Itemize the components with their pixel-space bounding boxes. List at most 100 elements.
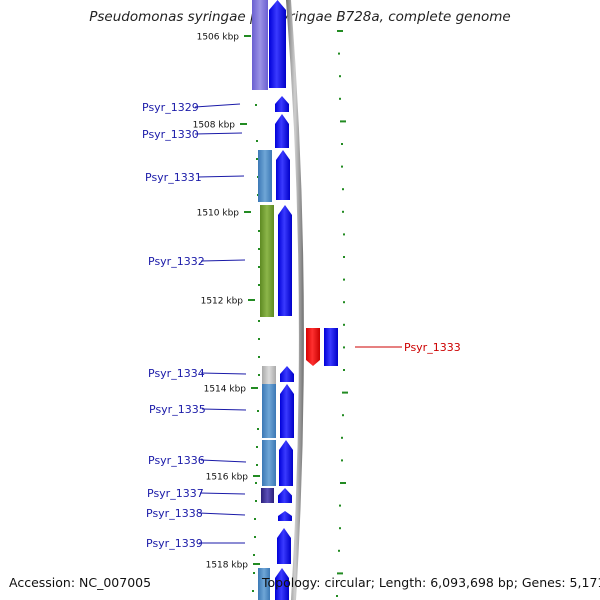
outer-minor-tick <box>339 97 341 100</box>
scale-minor-tick <box>255 104 257 106</box>
scale-minor-tick <box>258 248 260 250</box>
gene-arrow-psyr-1339[interactable] <box>277 528 291 564</box>
gene-arrow-psyr-1335[interactable] <box>280 384 294 438</box>
accession-text: Accession: NC_007005 <box>9 575 152 590</box>
map-title: Pseudomonas syringae pv. syringae B728a,… <box>89 9 511 25</box>
scale-minor-tick <box>254 518 256 520</box>
outer-minor-tick <box>342 210 344 213</box>
scale-minor-tick <box>258 374 260 376</box>
domain-feature-bar <box>262 384 276 438</box>
outer-minor-tick <box>339 527 341 530</box>
outer-minor-tick <box>339 75 341 78</box>
gene-label-psyr-1329[interactable]: Psyr_1329 <box>142 101 199 114</box>
gene-arrow-psyr-1338[interactable] <box>278 511 292 521</box>
scale-minor-tick <box>258 338 260 340</box>
gene-label-psyr-1332[interactable]: Psyr_1332 <box>148 255 205 268</box>
gene-arrow-psyr-1334[interactable] <box>280 366 294 382</box>
scale-minor-tick <box>258 320 260 322</box>
gene-label-psyr-1339[interactable]: Psyr_1339 <box>146 537 203 550</box>
scale-tick-label: 1510 kbp <box>197 209 240 219</box>
scale-minor-tick <box>253 572 255 574</box>
outer-minor-tick <box>343 369 345 371</box>
domain-feature-bar <box>258 568 270 600</box>
outer-minor-tick <box>343 301 345 304</box>
scale-minor-tick <box>256 158 258 160</box>
scale-tick-label: 1506 kbp <box>197 33 240 43</box>
gene-arrow-psyr-1330[interactable] <box>275 114 289 148</box>
outer-minor-tick <box>341 165 343 168</box>
outer-minor-tick <box>343 256 345 258</box>
gene-arrow-psyr-1332[interactable] <box>278 205 292 316</box>
outer-major-tick <box>340 120 346 123</box>
gene-track-psyr-1333 <box>324 328 338 366</box>
scale-minor-tick <box>256 140 258 142</box>
gene-label-psyr-1335[interactable]: Psyr_1335 <box>149 403 206 416</box>
scale-minor-tick <box>253 554 255 556</box>
outer-minor-tick <box>338 549 340 552</box>
domain-feature-bar <box>252 0 268 90</box>
domain-feature-bar <box>258 150 272 202</box>
scale-tick-label: 1512 kbp <box>201 297 244 307</box>
gene-label-psyr-1336[interactable]: Psyr_1336 <box>148 454 205 467</box>
outer-minor-tick <box>338 52 340 55</box>
genome-summary-text: Topology: circular; Length: 6,093,698 bp… <box>262 575 600 590</box>
backbone-arc <box>286 0 304 600</box>
scale-minor-tick <box>255 482 257 484</box>
scale-minor-tick <box>257 410 259 412</box>
leader-line <box>194 103 241 108</box>
outer-minor-tick <box>342 414 344 417</box>
outer-minor-tick <box>343 233 345 236</box>
outer-minor-tick <box>341 459 343 462</box>
scale-tick-label: 1514 kbp <box>204 385 247 395</box>
outer-minor-tick <box>341 436 343 439</box>
leader-line <box>194 132 243 135</box>
gene-arrow-psyr-1331[interactable] <box>276 150 290 200</box>
leader-line <box>197 175 245 178</box>
scale-tick-label: 1518 kbp <box>206 561 249 571</box>
leader-line <box>200 459 247 463</box>
outer-major-tick <box>337 30 343 32</box>
leader-line <box>198 512 246 516</box>
outer-major-tick <box>340 482 346 484</box>
scale-minor-tick <box>258 230 260 232</box>
gene-label-psyr-1338[interactable]: Psyr_1338 <box>146 507 203 520</box>
gene-label-psyr-1333[interactable]: Psyr_1333 <box>404 341 461 354</box>
outer-major-tick <box>342 391 348 394</box>
gene-arrow-psyr-1336[interactable] <box>279 440 293 486</box>
outer-minor-tick <box>343 323 345 326</box>
domain-feature-bar <box>260 205 274 317</box>
outer-minor-tick <box>339 504 341 507</box>
gene-arrow-upstream[interactable] <box>269 0 286 88</box>
scale-minor-tick <box>256 446 258 448</box>
gene-label-psyr-1337[interactable]: Psyr_1337 <box>147 487 204 500</box>
outer-minor-tick <box>342 188 344 191</box>
outer-minor-tick <box>336 595 338 597</box>
gene-arrow-psyr-1329[interactable] <box>275 96 289 112</box>
outer-minor-tick <box>343 346 345 349</box>
outer-major-tick <box>337 572 343 575</box>
scale-minor-tick <box>258 266 260 268</box>
scale-minor-tick <box>257 428 259 430</box>
scale-tick-label: 1516 kbp <box>206 473 249 483</box>
scale-minor-tick <box>256 464 258 466</box>
domain-feature-bar <box>261 488 274 503</box>
gene-arrow-psyr-1337[interactable] <box>278 488 292 503</box>
scale-minor-tick <box>254 536 256 538</box>
gene-label-psyr-1331[interactable]: Psyr_1331 <box>145 171 202 184</box>
leader-line <box>200 372 247 375</box>
outer-minor-tick <box>343 278 345 281</box>
scale-tick-label: 1508 kbp <box>193 121 236 131</box>
leader-line <box>200 259 246 262</box>
scale-minor-tick <box>252 590 254 592</box>
domain-feature-bar <box>262 440 276 486</box>
scale-minor-tick <box>258 356 260 358</box>
scale-minor-tick <box>255 500 257 502</box>
leader-line <box>199 492 246 495</box>
gene-arrow-psyr-1333[interactable] <box>306 328 320 366</box>
domain-feature-bar <box>262 366 276 384</box>
gene-label-psyr-1330[interactable]: Psyr_1330 <box>142 128 199 141</box>
outer-minor-tick <box>341 143 343 145</box>
gene-label-psyr-1334[interactable]: Psyr_1334 <box>148 367 205 380</box>
gene-arrow-downstream[interactable] <box>275 568 289 600</box>
